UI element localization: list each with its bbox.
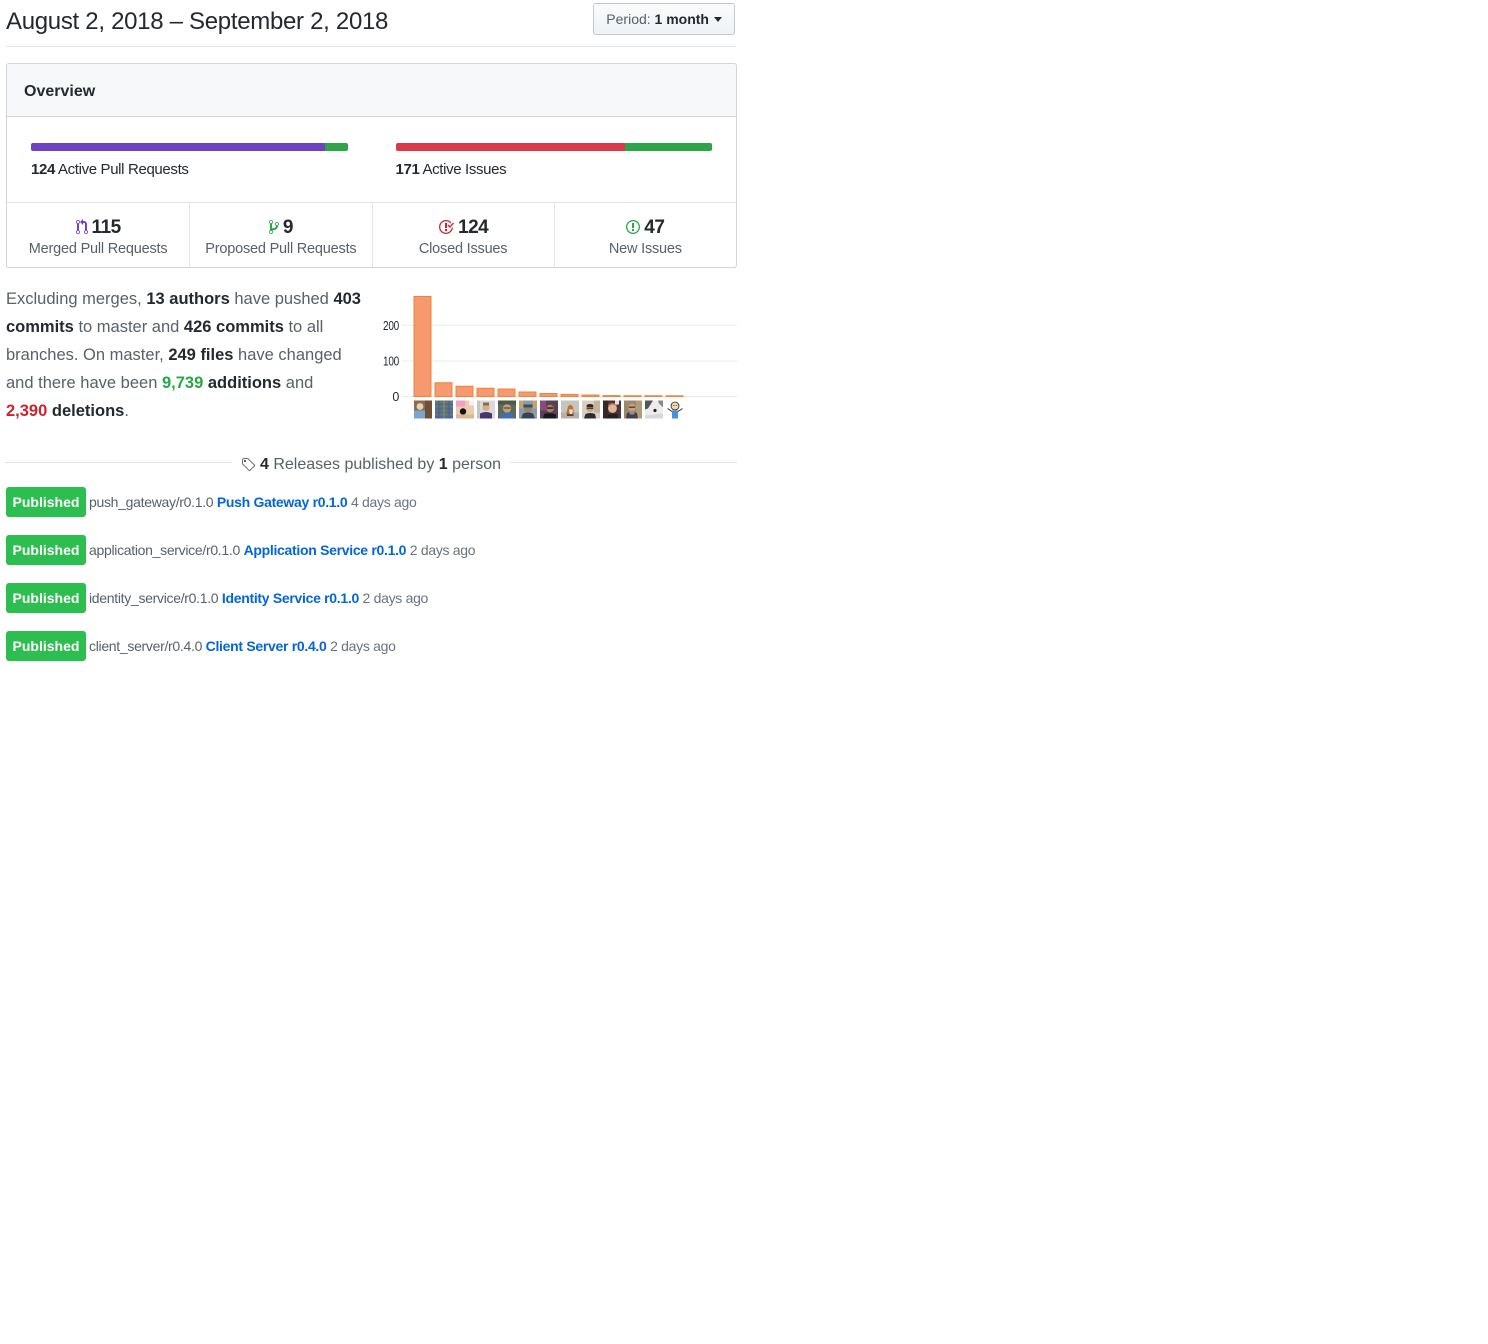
svg-text:100: 100 bbox=[383, 355, 399, 369]
svg-text:200: 200 bbox=[383, 319, 399, 333]
svg-text:0: 0 bbox=[392, 390, 399, 404]
